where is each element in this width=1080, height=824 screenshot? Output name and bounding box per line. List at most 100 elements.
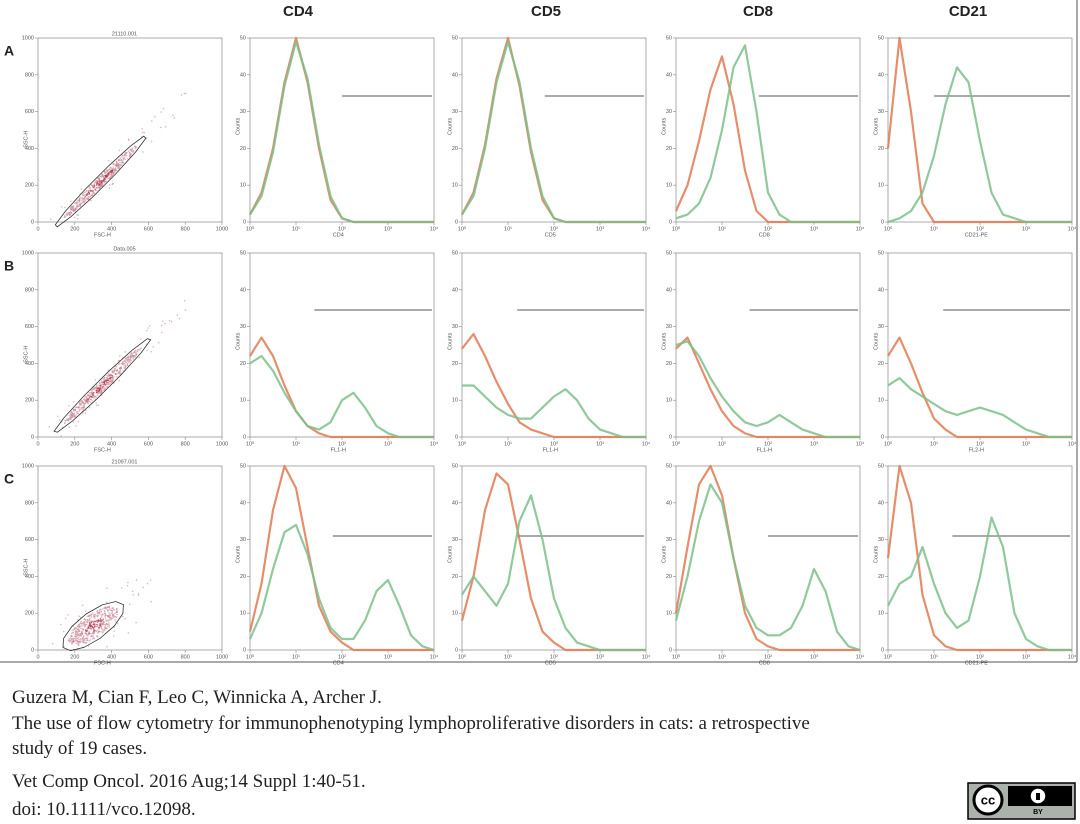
event-dot — [119, 165, 121, 168]
event-dot — [88, 621, 91, 624]
scatter-x-label: FSC-H — [94, 447, 111, 453]
event-dot — [81, 400, 83, 403]
x-tick-label: 10⁴ — [430, 440, 439, 447]
citation-line: Vet Comp Oncol. 2016 Aug;14 Suppl 1:40-5… — [12, 771, 366, 792]
event-dot — [95, 402, 97, 404]
event-dot — [64, 214, 66, 217]
x-tick-label: 1000 — [216, 226, 228, 232]
event-dot — [103, 628, 106, 631]
event-dot — [89, 401, 92, 404]
event-dot — [70, 211, 72, 214]
event-dot — [77, 640, 80, 643]
event-dot — [84, 642, 87, 644]
x-tick-label: 400 — [107, 441, 116, 447]
event-dot — [122, 158, 125, 161]
event-dot — [72, 408, 75, 411]
event-dot — [112, 172, 115, 175]
y-tick-label: 1000 — [22, 463, 34, 469]
event-dot — [172, 114, 174, 117]
event-dot — [151, 120, 153, 122]
event-dot — [70, 208, 73, 211]
event-dot — [88, 189, 90, 191]
histogram-y-label: Counts — [235, 117, 241, 135]
event-dot — [80, 620, 83, 623]
y-tick-label: 30 — [666, 109, 672, 115]
event-dot — [118, 164, 121, 167]
x-tick-label: 10³ — [384, 654, 392, 660]
x-tick-label: 200 — [70, 654, 79, 660]
event-dot — [106, 587, 108, 589]
event-dot — [80, 627, 82, 629]
event-dot — [83, 194, 86, 196]
event-dot — [104, 618, 107, 620]
event-dot — [64, 422, 66, 424]
event-dot — [91, 392, 94, 394]
license-badge: cc BY — [967, 782, 1076, 820]
event-dot — [108, 615, 111, 618]
event-dot — [104, 625, 106, 627]
event-dot — [110, 377, 112, 379]
event-dot — [103, 377, 106, 379]
event-dot — [103, 388, 106, 391]
event-dot — [69, 412, 72, 415]
histogram-y-label: Counts — [873, 117, 879, 135]
event-dot — [102, 387, 104, 390]
y-tick-label: 0 — [669, 647, 672, 653]
event-dot — [86, 634, 88, 636]
event-dot — [81, 632, 83, 634]
event-dot — [124, 367, 127, 369]
event-dot — [72, 209, 74, 211]
x-tick-label: 10⁰ — [672, 225, 681, 232]
y-tick-label: 40 — [878, 72, 884, 78]
event-dot — [118, 373, 121, 375]
histogram-y-label: Counts — [447, 545, 453, 563]
event-dot — [84, 618, 86, 620]
column-header: CD4 — [283, 3, 314, 20]
event-dot — [127, 150, 130, 153]
scatter-title: Data.005 — [113, 246, 135, 252]
event-dot — [92, 192, 94, 195]
event-dot — [92, 391, 95, 394]
x-tick-label: 10¹ — [718, 654, 726, 660]
event-dot — [88, 191, 90, 193]
event-dot — [100, 379, 103, 382]
event-dot — [135, 621, 137, 624]
event-dot — [70, 418, 72, 421]
event-dot — [141, 127, 143, 130]
event-dot — [120, 366, 122, 368]
event-dot — [146, 329, 148, 332]
event-dot — [100, 381, 103, 384]
histogram-curve — [675, 44, 860, 224]
event-dot — [111, 380, 114, 383]
event-dot — [73, 637, 75, 640]
event-dot — [81, 630, 83, 632]
event-dot — [89, 187, 92, 189]
event-dot — [76, 642, 79, 645]
event-dot — [164, 322, 166, 325]
y-tick-label: 0 — [455, 219, 458, 225]
event-dot — [102, 623, 104, 626]
histogram-y-label: Counts — [447, 332, 453, 350]
event-dot — [84, 610, 87, 612]
event-dot — [97, 177, 99, 179]
row-label: A — [4, 43, 14, 59]
event-dot — [86, 197, 88, 199]
event-dot — [160, 111, 163, 113]
event-dot — [136, 350, 138, 353]
event-dot — [115, 616, 118, 618]
event-dot — [68, 405, 70, 407]
y-tick-label: 50 — [452, 35, 458, 41]
event-dot — [170, 320, 173, 323]
event-dot — [104, 178, 106, 181]
event-dot — [110, 169, 112, 171]
event-dot — [132, 356, 135, 358]
y-tick-label: 10 — [452, 398, 458, 404]
event-dot — [127, 581, 129, 584]
scatter-x-label: FSC-H — [94, 232, 111, 238]
event-dot — [106, 625, 109, 628]
scatter-y-label: SSC-H — [23, 559, 29, 576]
event-dot — [70, 635, 72, 637]
y-tick-label: 0 — [881, 434, 884, 440]
event-dot — [84, 632, 87, 634]
event-dot — [127, 364, 129, 367]
